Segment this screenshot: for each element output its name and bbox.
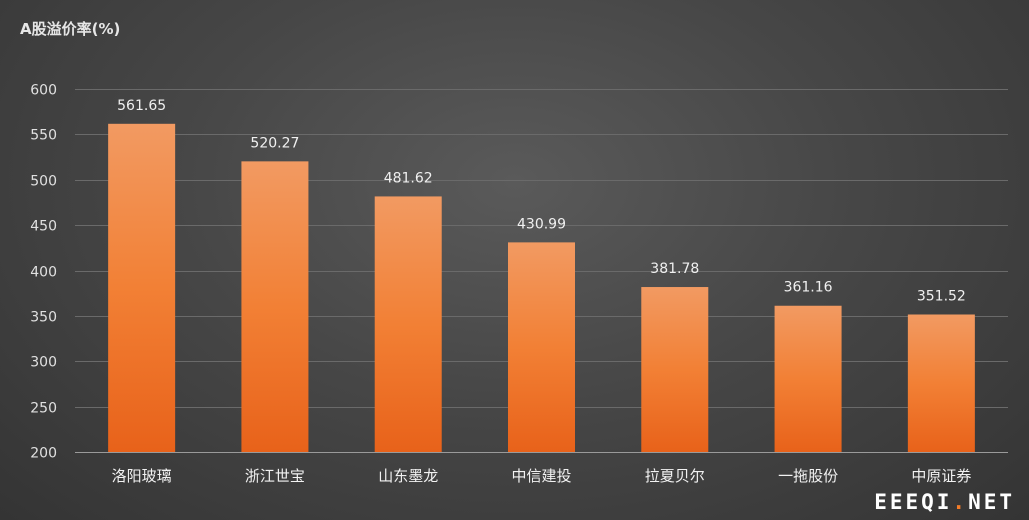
bar: [641, 287, 709, 452]
y-tick-label: 350: [30, 310, 57, 326]
y-tick-label: 300: [30, 355, 57, 371]
x-tick-label: 中信建投: [511, 467, 571, 485]
data-label: 520.27: [250, 135, 299, 151]
bar: [907, 314, 975, 452]
bar: [508, 242, 575, 452]
y-tick-label: 200: [30, 446, 57, 462]
x-tick-label: 洛阳玻璃: [112, 467, 172, 485]
x-tick-label: 一拖股份: [778, 467, 838, 485]
y-tick-label: 250: [30, 401, 57, 417]
chart-title: A股溢价率(%): [20, 20, 121, 38]
bar: [774, 305, 842, 452]
data-label: 561.65: [117, 98, 166, 114]
data-label: 361.16: [784, 280, 833, 296]
x-tick-label: 浙江世宝: [245, 467, 305, 485]
data-label: 351.52: [917, 288, 966, 304]
x-tick-label: 拉夏贝尔: [645, 467, 705, 485]
bar: [108, 123, 176, 453]
data-label: 481.62: [384, 170, 433, 186]
y-tick-label: 600: [30, 83, 57, 99]
bar: [374, 196, 442, 452]
y-tick-label: 550: [30, 128, 57, 144]
x-tick-label: 中原证券: [911, 467, 971, 485]
data-label: 430.99: [517, 216, 566, 232]
y-tick-label: 400: [30, 265, 57, 281]
watermark-logo: EEEQI.NET: [874, 490, 1015, 514]
x-tick-label: 山东墨龙: [378, 467, 438, 485]
bar: [241, 161, 309, 452]
y-tick-label: 450: [30, 219, 57, 235]
y-tick-label: 500: [30, 174, 57, 190]
data-label: 381.78: [650, 261, 699, 277]
